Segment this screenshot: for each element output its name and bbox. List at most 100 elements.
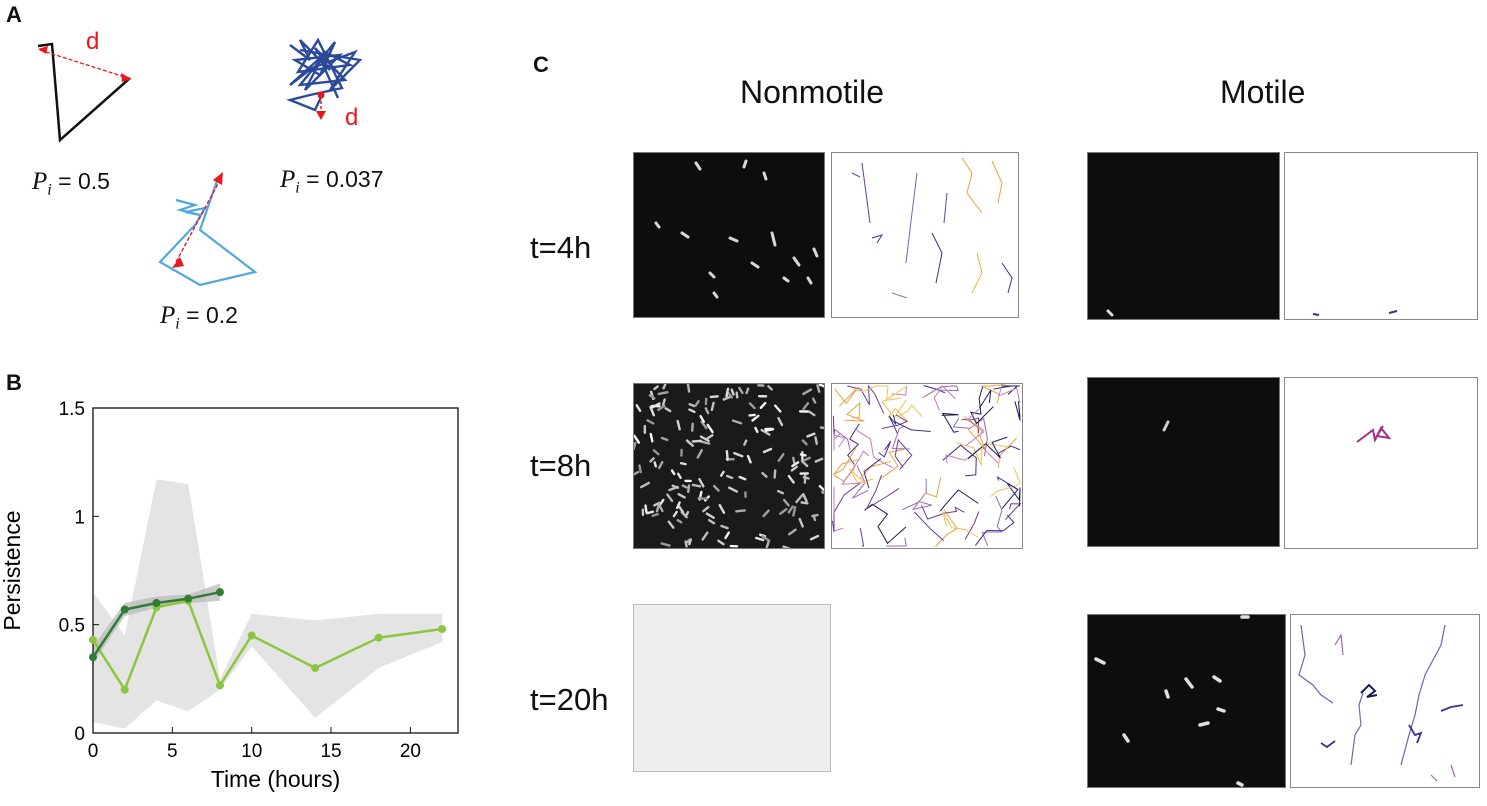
cell (814, 436, 818, 445)
cell (743, 439, 748, 446)
track (920, 505, 965, 520)
cell (762, 447, 773, 454)
track (880, 397, 907, 419)
data-point-series-1 (89, 635, 97, 644)
cell (801, 439, 808, 446)
y-axis-label: Persistence (0, 510, 25, 630)
track (922, 385, 959, 399)
cell (640, 481, 651, 489)
cell (699, 414, 706, 424)
track (925, 476, 942, 498)
cell (818, 384, 824, 388)
data-point-series-0 (89, 653, 97, 662)
data-point-series-1 (120, 685, 129, 694)
cell (814, 457, 824, 463)
panel-a-trajectories (37, 37, 363, 287)
cell (705, 512, 715, 519)
trajectory-light-blue (158, 177, 258, 287)
track (939, 489, 979, 512)
cell (709, 395, 719, 399)
track (886, 537, 907, 547)
arrowhead-light-blue-end (213, 172, 223, 185)
y-tick-label: 0.5 (59, 616, 85, 637)
x-axis-label: Time (hours) (211, 766, 341, 792)
cell (798, 517, 804, 528)
track (1001, 385, 1019, 395)
cell (754, 426, 759, 434)
track (853, 385, 906, 401)
cell (726, 391, 734, 399)
cell (755, 536, 765, 542)
cell (704, 407, 710, 415)
track (942, 444, 977, 477)
cell (759, 401, 767, 410)
pi-value-light-blue: Pi = 0.2 (160, 302, 238, 333)
x-tick-label: 0 (88, 741, 99, 762)
tracks-motile-20h (1290, 614, 1480, 788)
cell (686, 384, 691, 393)
cell (653, 461, 657, 468)
cell (657, 460, 664, 470)
cell (735, 391, 739, 399)
cell (745, 387, 750, 395)
cell (697, 497, 709, 500)
tracks-nonmotile-4h (831, 152, 1019, 318)
cell (800, 459, 809, 468)
cell (699, 435, 710, 442)
cell (809, 534, 820, 541)
cell (787, 528, 797, 536)
cell (655, 501, 661, 513)
cell (818, 484, 824, 491)
arrowhead-black-end (121, 73, 132, 82)
cell (802, 493, 808, 503)
track (972, 419, 979, 437)
d-label-dark-blue: d (345, 104, 359, 131)
track (933, 385, 956, 411)
track-lines-motile-20h (1298, 624, 1464, 782)
cell (701, 531, 709, 541)
track (896, 404, 923, 418)
cell (659, 506, 664, 513)
y-tick-label: 1 (74, 507, 85, 528)
arrowhead-light-blue-start (172, 257, 184, 268)
cell (670, 469, 676, 476)
cell (717, 539, 725, 546)
cell (685, 439, 694, 447)
cells-motile-4h (1106, 309, 1114, 317)
cell (819, 426, 824, 430)
cell (705, 434, 714, 440)
data-point-series-1 (247, 631, 256, 640)
track-lines-motile-8h (1356, 425, 1392, 444)
trajectory-black (37, 42, 131, 143)
track (832, 415, 836, 436)
track (1001, 482, 1021, 509)
cell (765, 540, 770, 548)
cell (660, 436, 669, 442)
cell (694, 399, 700, 407)
cell (664, 407, 672, 413)
cell (816, 384, 821, 393)
track (894, 420, 931, 433)
cell (707, 518, 716, 525)
cell (671, 484, 680, 489)
cell (660, 542, 671, 547)
x-tick-label: 10 (241, 741, 262, 762)
cell (702, 505, 710, 513)
data-point-series-0 (184, 594, 193, 603)
cell (657, 391, 669, 396)
track (887, 407, 908, 422)
cell (706, 423, 714, 434)
cell (748, 413, 756, 417)
cell (700, 420, 708, 430)
track (981, 495, 1003, 547)
cells-motile-20h (1094, 615, 1250, 787)
cell (811, 513, 819, 518)
track (965, 408, 985, 446)
cell (691, 439, 703, 443)
cell (735, 509, 746, 513)
cell (787, 505, 794, 514)
cell (782, 545, 791, 548)
plot-frame (92, 407, 459, 734)
cell (676, 419, 681, 431)
cell (776, 489, 785, 495)
